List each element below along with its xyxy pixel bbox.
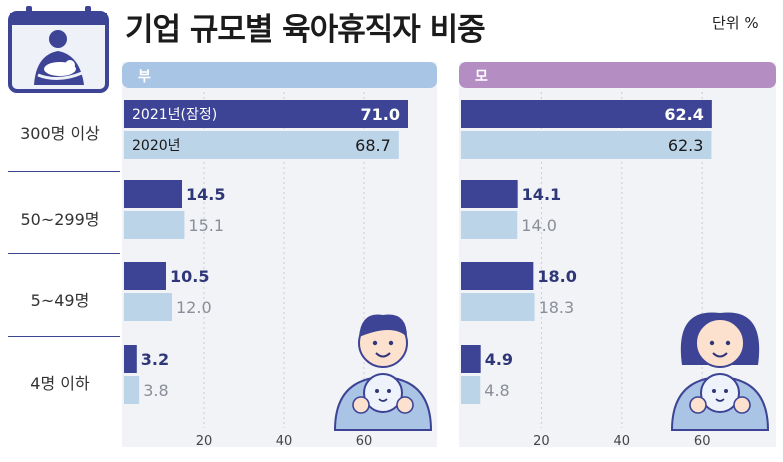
bar [461,180,518,208]
bar [124,100,408,128]
father-hand [352,396,370,414]
bar [124,345,137,373]
row-divider [8,171,120,172]
bar-value-label: 62.4 [664,105,703,124]
unit-label: 단위 % [712,14,759,32]
series-label: 2020년 [132,138,181,154]
bar-value-label: 68.7 [355,136,391,155]
mother-hand [733,396,751,414]
father-panel-header-label: 부 [138,69,151,85]
row-divider [8,336,120,337]
category-label-50-299: 50~299명 [20,210,100,229]
bar [461,262,534,290]
bar [124,131,399,159]
bar [461,100,712,128]
baby-face [363,373,403,413]
bar-value-label: 15.1 [188,216,224,235]
bar [461,345,481,373]
bar [124,376,140,404]
baby-eye [375,389,379,393]
x-tick-label: 40 [276,434,293,449]
x-tick-label: 20 [533,434,550,449]
chart-title: 기업 규모별 육아휴직자 비중 [125,12,486,48]
bar-value-label: 10.5 [170,267,209,286]
bar-value-label: 3.8 [143,381,168,400]
bar-value-label: 12.0 [176,298,212,317]
mother-panel-header [459,62,776,88]
category-label-under4: 4명 이하 [30,374,90,393]
series-label: 2021년(잠정) [132,107,217,123]
childcare-calendar-logo [8,6,109,93]
baby-eye [712,389,716,393]
mother-with-baby-illustration [670,312,770,431]
mother-smile [712,352,728,358]
baby-eye [387,389,391,393]
x-tick-label: 20 [196,434,213,449]
bar-value-label: 71.0 [361,105,400,124]
bar [461,376,481,404]
bar-value-label: 14.5 [186,185,225,204]
row-divider [8,253,120,254]
x-tick-label: 60 [356,434,373,449]
father-hand [396,396,414,414]
category-label-5-49: 5~49명 [30,291,90,310]
mother-eye [725,340,731,346]
baby-mouth [715,398,725,402]
mother-eye [709,340,715,346]
bar-value-label: 14.1 [522,185,561,204]
father-eye [372,340,378,346]
bar-value-label: 4.9 [485,350,513,369]
x-tick-label: 60 [694,434,711,449]
baby-face [700,373,740,413]
baby-mouth [378,398,388,402]
father-with-baby-illustration [333,314,433,431]
bar [124,262,166,290]
x-tick-label: 40 [614,434,631,449]
bar [461,131,712,159]
bar-value-label: 62.3 [668,136,704,155]
bar-value-label: 18.0 [537,267,576,286]
father-eye [388,340,394,346]
bar [124,211,185,239]
bar-value-label: 14.0 [521,216,557,235]
mother-panel-header-label: 모 [475,69,488,85]
mother-face [695,318,745,368]
bar-value-label: 3.2 [141,350,169,369]
father-hair [359,314,407,337]
bar [124,293,172,321]
bar-value-label: 4.8 [484,381,509,400]
father-panel-header [122,62,437,88]
category-label-300plus: 300명 이상 [20,124,100,143]
bar [461,293,535,321]
bar [124,180,182,208]
mother-hand [689,396,707,414]
baby-eye [724,389,728,393]
father-smile [375,352,391,358]
bar [461,211,518,239]
bar-value-label: 18.3 [539,298,575,317]
